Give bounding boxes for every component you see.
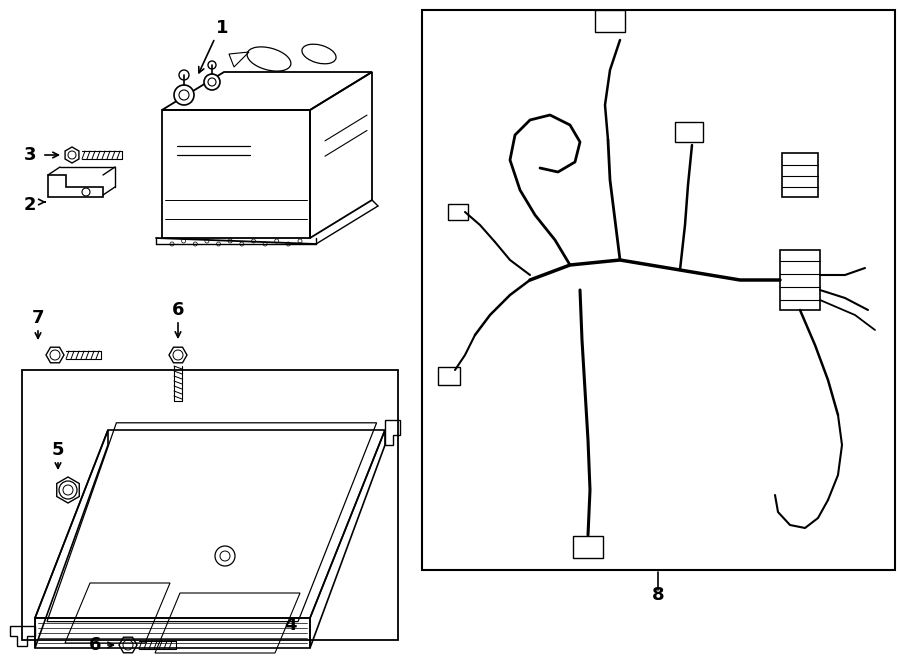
Text: 6: 6: [172, 301, 184, 319]
Text: 5: 5: [52, 441, 64, 459]
Bar: [595, 10, 625, 32]
Circle shape: [182, 239, 185, 243]
Bar: [573, 536, 603, 558]
Bar: [448, 204, 468, 220]
Circle shape: [274, 239, 279, 243]
Circle shape: [239, 242, 244, 246]
Circle shape: [217, 242, 220, 246]
Bar: [780, 250, 820, 310]
Text: 4: 4: [284, 616, 296, 634]
Circle shape: [205, 239, 209, 243]
Text: 6: 6: [89, 636, 102, 654]
Bar: [675, 122, 703, 142]
Bar: [438, 367, 460, 385]
Circle shape: [59, 481, 77, 499]
Circle shape: [174, 85, 194, 105]
Circle shape: [170, 242, 174, 246]
Bar: [782, 153, 818, 197]
Circle shape: [204, 74, 220, 90]
Text: 2: 2: [23, 196, 36, 214]
Text: 1: 1: [216, 19, 229, 37]
Circle shape: [229, 239, 232, 243]
Circle shape: [179, 70, 189, 80]
Text: 7: 7: [32, 309, 44, 327]
Text: 8: 8: [652, 586, 664, 604]
Bar: [422, 10, 895, 570]
Circle shape: [286, 242, 291, 246]
Circle shape: [298, 239, 302, 243]
Circle shape: [208, 61, 216, 69]
Circle shape: [251, 239, 256, 243]
Circle shape: [263, 242, 267, 246]
Circle shape: [194, 242, 197, 246]
Text: 3: 3: [23, 146, 36, 164]
Bar: [22, 370, 398, 640]
